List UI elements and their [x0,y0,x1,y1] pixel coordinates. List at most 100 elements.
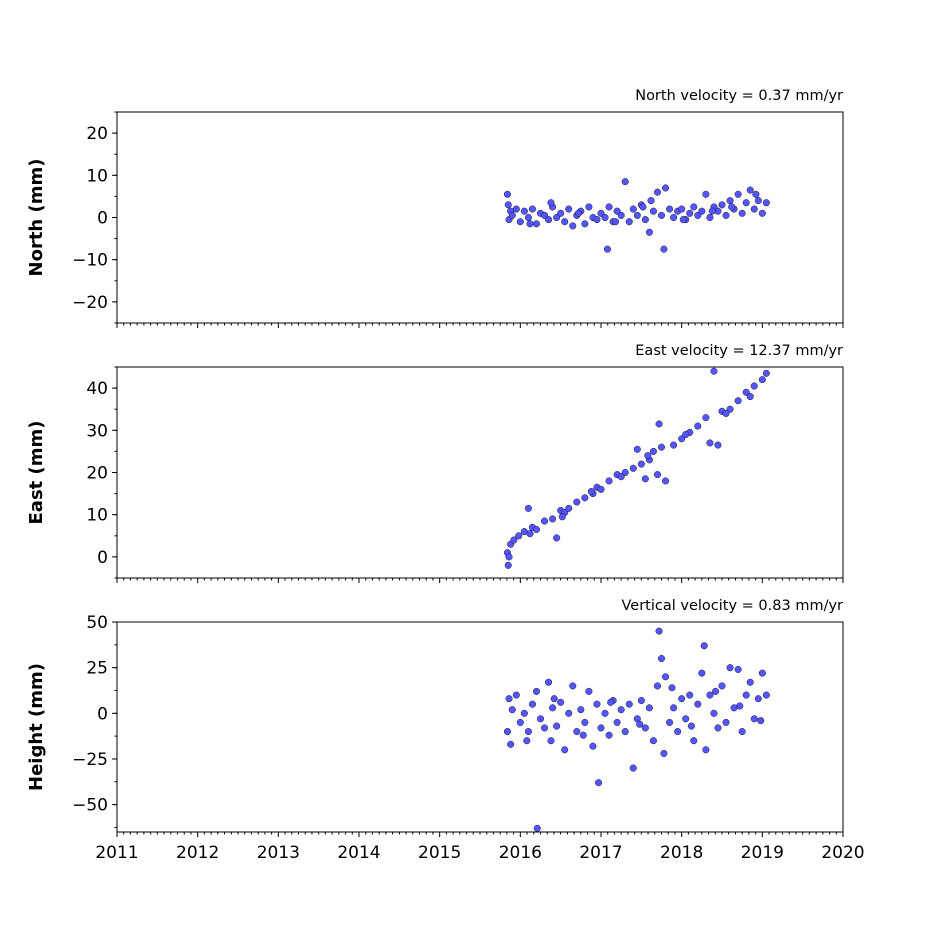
north-data-point [758,209,766,217]
east-data-point [750,382,758,390]
height-data-point [662,673,670,681]
north-data-point [603,245,611,253]
height-data-point [537,715,545,723]
height-data-point [579,731,587,739]
height-data-point [758,669,766,677]
height-data-point [595,779,603,787]
height-data-point [550,695,558,703]
height-data-point [750,715,758,723]
height-data-point [712,687,720,695]
east-data-point [515,532,523,540]
north-data-point [666,205,674,213]
north-data-point [629,205,637,213]
height-data-point [754,695,762,703]
height-data-point [557,698,565,706]
east-data-point [722,409,730,417]
height-data-point [757,717,765,725]
height-data-point [549,704,557,712]
height-data-point [553,722,561,730]
north-data-point [585,203,593,211]
north-data-point [738,209,746,217]
north-data-point [762,199,770,207]
east-data-point [678,435,686,443]
height-data-point [593,700,601,708]
height-data-point [700,642,708,650]
north-data-point [653,188,661,196]
height-data-point [541,724,549,732]
height-data-point [762,691,770,699]
north-data-point [746,186,754,194]
east-data-point [702,414,710,422]
east-data-point [629,464,637,472]
north-data-point [660,245,668,253]
height-ytick-label: 50 [86,613,108,633]
height-data-point [545,678,553,686]
east-data-point [694,422,702,430]
east-data-point [710,367,718,375]
height-data-point [607,698,615,706]
height-data-point [722,718,730,726]
north-ytick-label: −20 [72,293,108,313]
east-ytick-label: 0 [97,548,108,568]
height-y-axis-label: Height (mm) [26,663,47,791]
height-data-point [573,728,581,736]
height-panel: Vertical velocity = 0.83 mm/yr Height (m… [26,598,865,863]
height-data-point [533,824,541,832]
east-data-point [706,439,714,447]
east-data-point [565,504,573,512]
height-data-point [746,678,754,686]
height-data-point [742,691,750,699]
height-data-point [528,700,536,708]
north-data-point [574,209,582,217]
north-data-point [508,211,516,219]
north-data-point [722,211,730,219]
height-xtick-label: 2011 [95,843,138,863]
east-data-point [549,515,557,523]
north-data-point [658,211,666,219]
east-data-point [758,376,766,384]
east-data-point [532,525,540,533]
north-data-point [512,205,520,213]
east-panel: East velocity = 12.37 mm/yr East (mm) 0 1… [26,343,844,583]
height-data-point [589,742,597,750]
height-ytick-label: −25 [72,750,108,770]
north-data-point [670,213,678,221]
height-data-point [674,728,682,736]
north-data-point [662,184,670,192]
north-data-point [520,207,528,215]
height-data-point [565,709,573,717]
height-ytick-label: 0 [97,704,108,724]
east-data-point [541,517,549,525]
height-data-point [629,764,637,772]
height-data-point [569,682,577,690]
height-data-point [641,724,649,732]
height-data-point [734,665,742,673]
east-data-point [649,447,657,455]
height-data-point [613,718,621,726]
north-data-point [581,220,589,228]
north-data-point [524,213,532,221]
height-data-point [645,704,653,712]
north-data-point [645,228,653,236]
east-panel-title: East velocity = 12.37 mm/yr [635,343,843,359]
north-data-point [686,209,694,217]
north-data-point [726,197,734,205]
north-data-point [698,207,706,215]
height-xtick-label: 2015 [418,843,461,863]
east-data-point [558,513,566,521]
north-panel-title: North velocity = 0.37 mm/yr [635,88,843,104]
north-data-point [504,201,512,209]
east-data-point [658,443,666,451]
height-xtick-label: 2019 [741,843,784,863]
height-data-point [581,718,589,726]
height-data-point [738,728,746,736]
east-data-point [714,441,722,449]
north-data-point [742,199,750,207]
north-data-point [541,211,549,219]
east-data-point [653,471,661,479]
height-data-point [577,706,585,714]
north-data-point [649,207,657,215]
east-data-point [526,530,534,538]
north-data-point [694,211,702,219]
